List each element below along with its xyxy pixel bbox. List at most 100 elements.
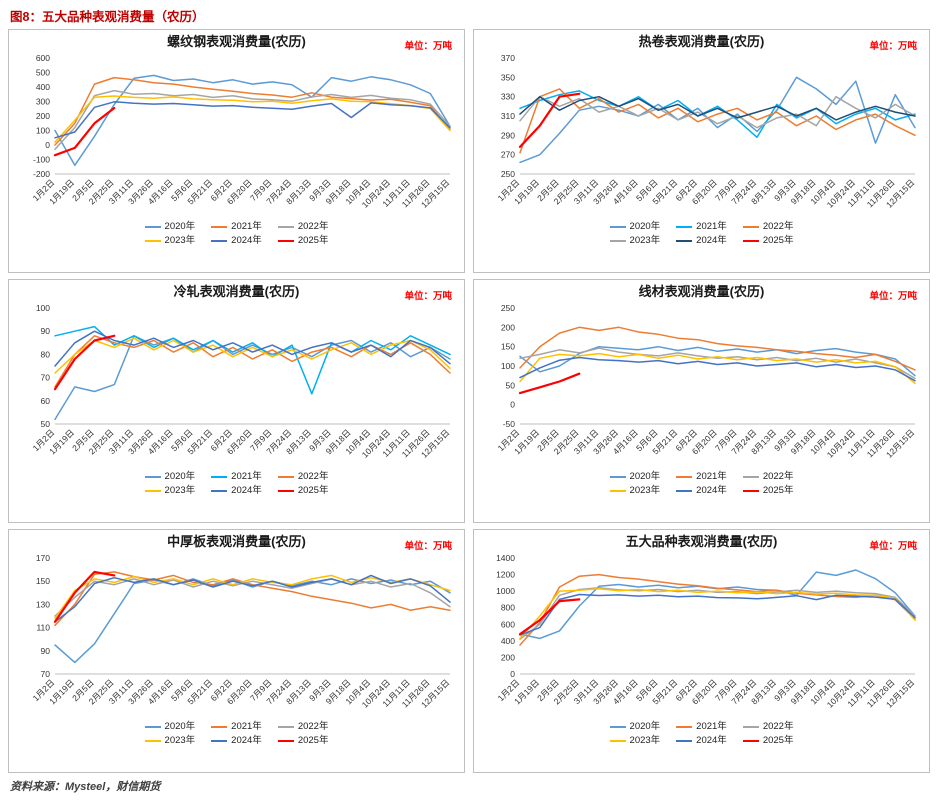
y-axis-tick-label: 80 bbox=[41, 349, 51, 359]
legend-item: 2020年 bbox=[609, 470, 660, 484]
legend-item: 2025年 bbox=[277, 734, 329, 748]
legend-label: 2021年 bbox=[696, 221, 727, 232]
legend-label: 2022年 bbox=[762, 221, 794, 232]
y-axis-tick-label: 0 bbox=[45, 140, 50, 150]
series-line-2020 bbox=[519, 569, 916, 640]
chart-plot: 0 200 400 600 800 1000 1200 1400 1月2日 1月19日 2月5日 2月… bbox=[478, 550, 925, 734]
series-line-2020 bbox=[54, 578, 451, 664]
y-axis-tick-label: 300 bbox=[36, 97, 50, 107]
legend-marker bbox=[144, 475, 161, 479]
series-line-2024 bbox=[519, 95, 916, 121]
source-note: 资料来源：Mysteel，财信期货 bbox=[10, 781, 161, 793]
series-line-2020 bbox=[54, 74, 451, 167]
legend-item: 2024年 bbox=[676, 734, 727, 748]
legend-marker bbox=[676, 725, 693, 729]
legend-item: 2025年 bbox=[742, 234, 794, 248]
legend-marker bbox=[144, 739, 161, 743]
legend-marker bbox=[676, 239, 693, 243]
series-line-2020 bbox=[54, 335, 451, 421]
series-line-2025 bbox=[53, 106, 116, 157]
legend-label: 2025年 bbox=[297, 485, 329, 496]
y-axis-tick-label: -100 bbox=[33, 155, 50, 165]
legend-label: 2025年 bbox=[297, 735, 329, 746]
y-axis-tick-label: 150 bbox=[501, 342, 515, 352]
legend-marker bbox=[144, 239, 161, 243]
legend-label: 2020年 bbox=[164, 221, 196, 232]
series-line-2025 bbox=[53, 334, 116, 391]
series-line-2025 bbox=[518, 92, 581, 148]
chart-panel-plate: 单位：万吨 中厚板表观消费量(农历) 70 90 110 130 150 170 1月2日 1… bbox=[8, 529, 465, 773]
chart-panel-rebar: 单位：万吨 螺纹钢表观消费量(农历) -200 -100 0 100 200 300 400… bbox=[8, 29, 465, 273]
legend-item: 2021年 bbox=[676, 720, 727, 734]
legend-marker bbox=[609, 725, 626, 729]
legend-marker bbox=[742, 739, 759, 743]
chart-canvas: 2502702903103303503701月2日1月19日2月5日2月25日3… bbox=[496, 53, 917, 210]
chart-legend: 2020年 2021年 2022年 2023年 2024年 2025年 bbox=[478, 470, 925, 498]
y-axis-tick-label: 90 bbox=[41, 646, 51, 656]
legend-row: 2023年 2024年 2025年 bbox=[13, 234, 460, 248]
legend-label: 2025年 bbox=[762, 235, 794, 246]
chart-canvas: -500501001502002501月2日1月19日2月5日2月25日3月11… bbox=[496, 303, 917, 460]
y-axis-tick-label: 800 bbox=[501, 603, 515, 613]
series-line-2024 bbox=[519, 593, 916, 636]
chart-canvas: 70901101301501701月2日1月19日2月5日2月25日3月11日3… bbox=[31, 553, 452, 710]
chart-panel-wire-rod: 单位：万吨 线材表观消费量(农历) -50 0 50 100 150 200 250 1月2日… bbox=[473, 279, 930, 523]
legend-marker bbox=[609, 475, 626, 479]
charts-grid: 单位：万吨 螺纹钢表观消费量(农历) -200 -100 0 100 200 300 400… bbox=[8, 29, 930, 773]
legend-label: 2023年 bbox=[164, 735, 196, 746]
chart-plot: 50 60 70 80 90 100 1月2日 1月19日 2月5日 2月25日 3月11日 3月26… bbox=[13, 300, 460, 484]
legend-item: 2020年 bbox=[609, 720, 660, 734]
legend-row: 2020年 2021年 2022年 bbox=[13, 720, 460, 734]
legend-marker bbox=[742, 225, 759, 229]
legend-marker bbox=[211, 239, 228, 243]
legend-label: 2022年 bbox=[762, 721, 794, 732]
series-line-2023 bbox=[519, 352, 916, 385]
unit-label: 单位：万吨 bbox=[404, 291, 452, 302]
legend-marker bbox=[144, 225, 161, 229]
chart-panel-hrc: 单位：万吨 热卷表观消费量(农历) 250 270 290 310 330 350 370 1… bbox=[473, 29, 930, 273]
chart-plot: 250 270 290 310 330 350 370 1月2日 1月19日 2月5日 2月25日 3… bbox=[478, 50, 925, 234]
legend-item: 2021年 bbox=[676, 470, 727, 484]
y-axis-tick-label: 100 bbox=[36, 303, 50, 313]
legend-item: 2023年 bbox=[609, 734, 661, 748]
legend-label: 2023年 bbox=[164, 235, 196, 246]
legend-label: 2022年 bbox=[297, 471, 329, 482]
legend-item: 2023年 bbox=[144, 484, 196, 498]
legend-marker bbox=[211, 489, 228, 493]
legend-marker bbox=[742, 475, 759, 479]
legend-label: 2024年 bbox=[696, 735, 727, 746]
legend-label: 2022年 bbox=[297, 221, 329, 232]
legend-marker bbox=[742, 239, 759, 243]
y-axis-tick-label: 400 bbox=[501, 636, 515, 646]
unit-label: 单位：万吨 bbox=[869, 41, 917, 52]
series-line-2024 bbox=[54, 574, 451, 623]
legend-label: 2025年 bbox=[762, 735, 794, 746]
y-axis-tick-label: 370 bbox=[501, 53, 515, 63]
legend-item: 2023年 bbox=[144, 734, 196, 748]
y-axis-tick-label: 90 bbox=[41, 326, 51, 336]
series-line-2020 bbox=[519, 76, 916, 164]
series-line-2023 bbox=[54, 95, 451, 143]
y-axis-tick-label: 70 bbox=[41, 373, 51, 383]
legend-row: 2023年 2024年 2025年 bbox=[478, 734, 925, 748]
legend-marker bbox=[676, 489, 693, 493]
legend-item: 2022年 bbox=[277, 220, 329, 234]
legend-label: 2023年 bbox=[164, 485, 196, 496]
legend-label: 2024年 bbox=[231, 485, 262, 496]
series-line-2021 bbox=[519, 90, 916, 139]
legend-marker bbox=[277, 225, 294, 229]
legend-item: 2023年 bbox=[609, 234, 660, 248]
legend-item: 2025年 bbox=[277, 234, 328, 248]
series-line-2022 bbox=[54, 89, 451, 151]
y-axis-tick-label: 350 bbox=[501, 72, 515, 82]
legend-marker bbox=[742, 489, 759, 493]
legend-label: 2023年 bbox=[629, 735, 661, 746]
legend-item: 2022年 bbox=[742, 720, 794, 734]
legend-item: 2025年 bbox=[742, 484, 793, 498]
legend-item: 2020年 bbox=[144, 720, 195, 734]
legend-label: 2024年 bbox=[696, 235, 727, 246]
legend-label: 2021年 bbox=[696, 721, 727, 732]
series-line-2021 bbox=[54, 76, 451, 146]
legend-label: 2022年 bbox=[297, 721, 329, 732]
legend-item: 2023年 bbox=[609, 484, 660, 498]
